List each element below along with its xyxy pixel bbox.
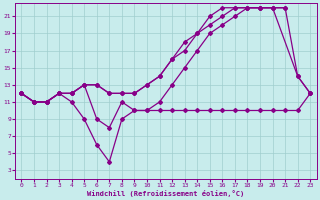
X-axis label: Windchill (Refroidissement éolien,°C): Windchill (Refroidissement éolien,°C) [87,190,244,197]
